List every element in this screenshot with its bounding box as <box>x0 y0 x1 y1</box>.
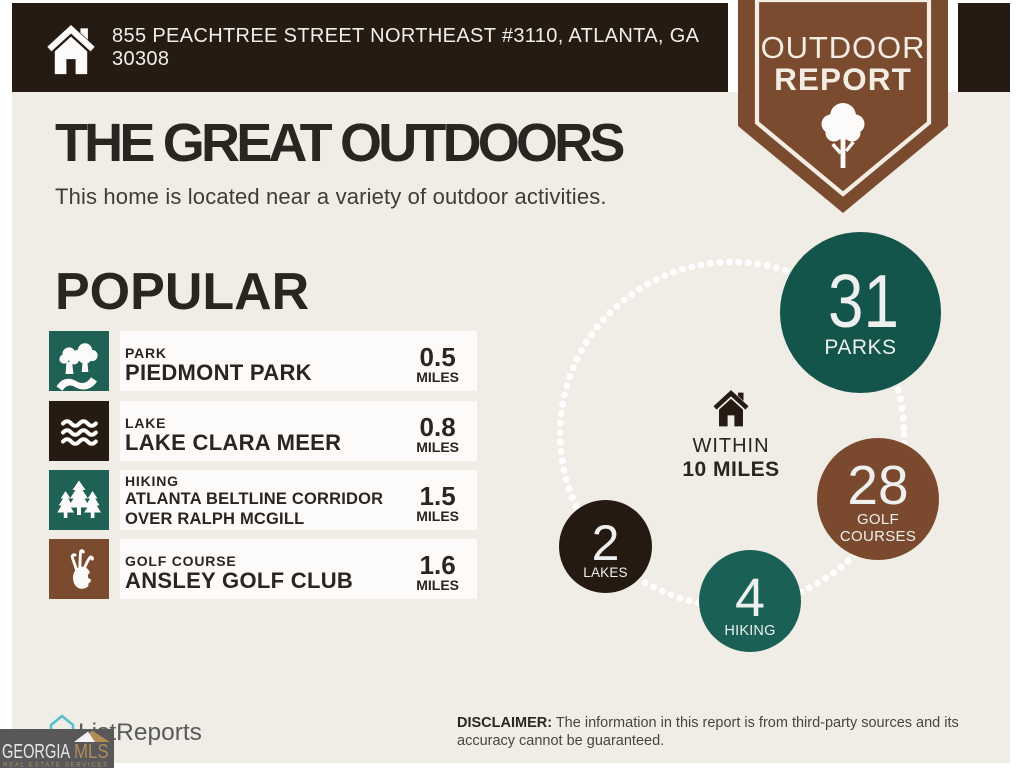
svg-text:REAL ESTATE SERVICES: REAL ESTATE SERVICES <box>3 762 109 768</box>
svg-text:GEORGIA: GEORGIA <box>2 740 70 763</box>
svg-text:MLS: MLS <box>74 740 109 763</box>
